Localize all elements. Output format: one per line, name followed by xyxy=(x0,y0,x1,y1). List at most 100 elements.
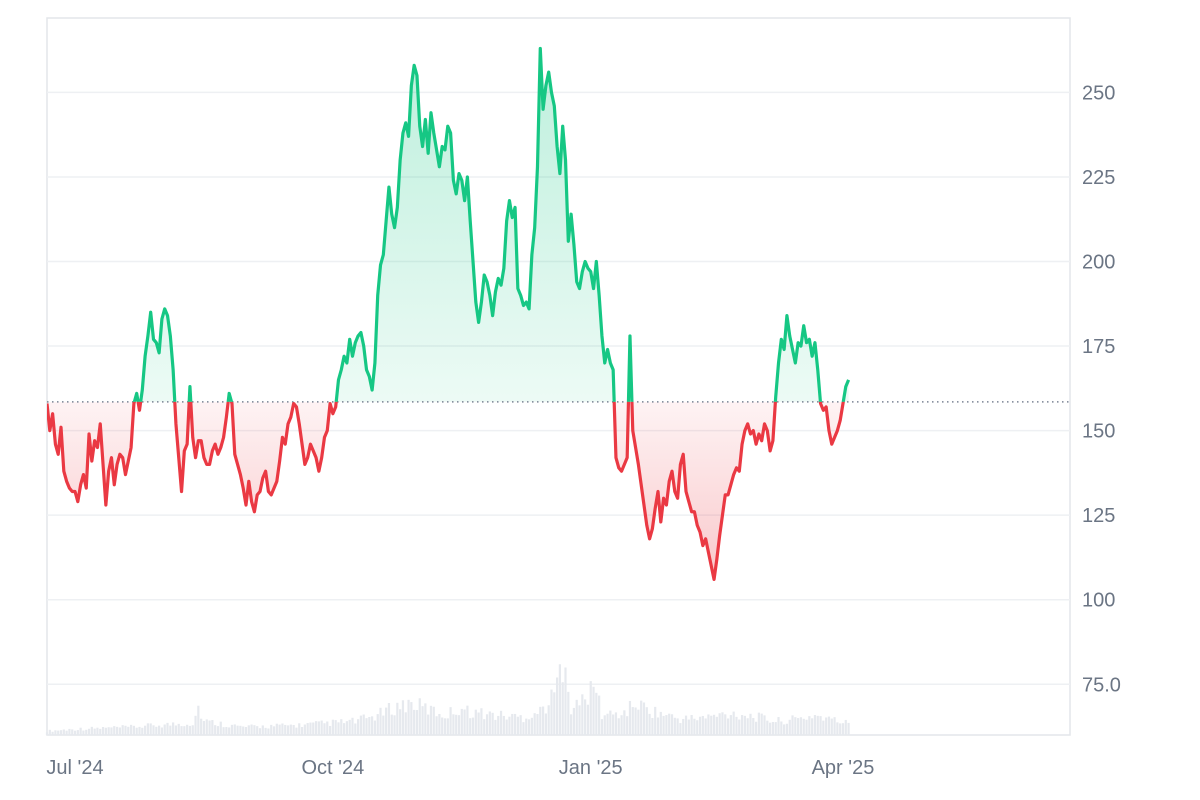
volume-bar xyxy=(606,713,609,735)
volume-bar xyxy=(564,667,567,735)
volume-bar xyxy=(754,721,758,735)
volume-bar xyxy=(555,677,559,735)
volume-bar xyxy=(87,728,91,735)
x-tick-label: Apr '25 xyxy=(812,757,875,779)
volume-bar xyxy=(278,724,281,735)
volume-bar xyxy=(682,718,685,735)
volume-bar xyxy=(446,718,449,735)
volume-bar xyxy=(306,723,309,735)
volume-bar xyxy=(197,705,200,735)
volume-bar xyxy=(99,728,102,735)
volume-bar xyxy=(233,724,236,735)
volume-bar xyxy=(113,726,116,735)
volume-bar xyxy=(628,700,632,735)
volume-bar xyxy=(295,727,298,735)
volume-bar xyxy=(693,718,696,735)
volume-bar xyxy=(525,718,528,735)
volume-bar xyxy=(516,716,519,735)
volume-bar xyxy=(85,729,88,735)
volume-bar xyxy=(183,726,186,735)
y-tick-label: 250 xyxy=(1082,82,1115,104)
volume-bar xyxy=(270,724,273,735)
volume-bar xyxy=(160,727,164,735)
volume-bar xyxy=(581,694,584,735)
volume-bar xyxy=(791,715,794,735)
volume-bar xyxy=(530,717,533,735)
volume-bar xyxy=(816,715,819,735)
volume-bar xyxy=(359,715,363,735)
area-below-baseline xyxy=(47,401,849,580)
volume-bar xyxy=(326,721,329,735)
volume-bar xyxy=(561,682,564,735)
volume-bar xyxy=(808,716,811,735)
volume-bar xyxy=(457,715,461,735)
volume-bar xyxy=(637,709,640,735)
volume-bar xyxy=(522,722,525,735)
volume-bar xyxy=(320,720,323,735)
volume-bar xyxy=(603,715,606,735)
volume-bar xyxy=(614,712,618,735)
volume-bar xyxy=(317,721,320,735)
volume-bar xyxy=(169,725,172,735)
volume-bar xyxy=(228,727,231,735)
volume-bar xyxy=(830,718,833,735)
volume-bar xyxy=(250,724,253,735)
volume-bar xyxy=(558,664,562,735)
volume-bar xyxy=(376,714,379,735)
volume-bar xyxy=(449,707,452,735)
volume-bar xyxy=(390,714,393,735)
volume-bar xyxy=(264,727,267,735)
volume-bar xyxy=(788,719,791,735)
volume-bar xyxy=(687,719,690,735)
volume-bar xyxy=(499,710,503,735)
volume-bar xyxy=(718,713,721,735)
volume-bar xyxy=(811,718,814,735)
volume-bar xyxy=(323,723,326,735)
area-above-baseline xyxy=(134,48,849,402)
volume-bar xyxy=(337,722,340,735)
volume-bar xyxy=(455,714,458,735)
volume-bar xyxy=(407,699,410,735)
volume-bar xyxy=(698,716,702,735)
x-tick-label: Oct '24 xyxy=(302,757,365,779)
volume-bar xyxy=(502,715,505,735)
volume-bar xyxy=(533,713,536,735)
volume-bar xyxy=(132,725,135,735)
volume-bar xyxy=(547,705,550,735)
volume-bar xyxy=(328,725,332,735)
volume-bar xyxy=(124,725,127,735)
volume-bar xyxy=(387,703,391,735)
volume-bar xyxy=(640,700,643,735)
volume-bar xyxy=(158,725,161,735)
volume-bar xyxy=(82,730,85,735)
volume-bar xyxy=(59,730,63,735)
volume-bar xyxy=(598,695,601,735)
volume-bar xyxy=(541,706,545,735)
volume-bar xyxy=(312,722,315,735)
volume-bar xyxy=(118,727,121,735)
volume-bar xyxy=(292,724,295,735)
volume-bar xyxy=(785,723,789,735)
volume-bar xyxy=(438,713,441,735)
volume-bar xyxy=(115,726,119,735)
y-tick-label: 225 xyxy=(1082,167,1115,189)
volume-bar xyxy=(813,715,817,735)
volume-bar xyxy=(393,715,396,735)
volume-bar xyxy=(477,712,480,735)
volume-bar xyxy=(365,718,368,735)
volume-bar xyxy=(746,718,749,735)
volume-bar xyxy=(729,715,732,735)
volume-bar xyxy=(331,719,334,735)
volume-bar xyxy=(469,718,472,735)
y-tick-label: 150 xyxy=(1082,421,1115,443)
volume-bar xyxy=(340,719,343,735)
volume-bar xyxy=(174,725,178,735)
volume-bar xyxy=(659,711,662,735)
volume-bar xyxy=(600,719,604,735)
volume-bar xyxy=(589,681,592,735)
volume-bar xyxy=(822,720,825,735)
volume-bar xyxy=(841,723,845,735)
volume-bar xyxy=(769,722,772,735)
volume-bar xyxy=(222,727,225,735)
